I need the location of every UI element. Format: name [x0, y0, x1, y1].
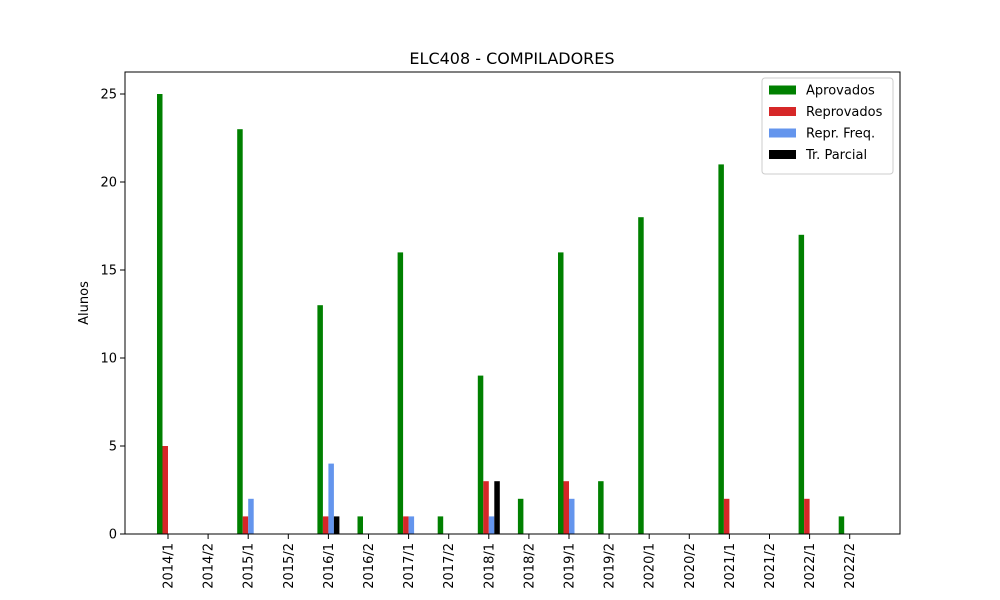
- axes-layer: 0 5 10 15 20 25 2014/1 2014/2 2015/1 2015/2 2016/1…: [100, 71, 901, 589]
- bar-reprovados-2018-1: [483, 481, 489, 534]
- bar-repr-freq--2017-1: [408, 516, 415, 534]
- y-tick-label: 0: [109, 528, 117, 543]
- bar-aprovados-2015-1: [237, 129, 243, 534]
- bar-aprovados-2016-1: [317, 305, 323, 534]
- y-tick-label: 15: [100, 264, 117, 279]
- bar-aprovados-2022-1: [798, 234, 805, 535]
- x-tick-label: 2014/2: [202, 543, 217, 589]
- legend-label-repr-freq-: Repr. Freq.: [806, 127, 875, 142]
- legend: Aprovados Reprovados Repr. Freq. Tr. Parcia…: [761, 77, 894, 175]
- legend-label-tr-parcial: Tr. Parcial: [805, 148, 867, 163]
- x-tick-label: 2022/1: [803, 543, 818, 589]
- bar-reprovados-2015-1: [242, 516, 249, 534]
- legend-swatch-repr-freq-: [769, 128, 796, 138]
- bar-repr-freq--2018-1: [488, 516, 495, 534]
- bar-aprovados-2020-1: [638, 217, 644, 534]
- chart-title: ELC408 - COMPILADORES: [409, 49, 614, 68]
- bar-aprovados-2014-1: [157, 94, 163, 534]
- bar-repr-freq--2019-1: [569, 498, 575, 534]
- bar-tr-parcial-2018-1: [494, 481, 500, 534]
- bar-reprovados-2014-1: [162, 446, 168, 534]
- y-tick-label: 10: [100, 352, 117, 367]
- x-tick-label: 2022/2: [843, 543, 858, 589]
- x-tick-label: 2016/2: [362, 543, 377, 589]
- bar-repr-freq--2016-1: [328, 463, 334, 534]
- bar-aprovados-2022-2: [838, 516, 845, 534]
- x-tick-label: 2020/1: [643, 543, 658, 589]
- bar-aprovados-2018-1: [477, 375, 484, 534]
- y-tick-label: 20: [100, 176, 117, 191]
- legend-swatch-reprovados: [769, 107, 796, 116]
- bar-aprovados-2021-1: [718, 164, 724, 534]
- legend-swatch-aprovados: [769, 85, 796, 95]
- legend-swatch-tr-parcial: [769, 150, 796, 159]
- legend-label-reprovados: Reprovados: [806, 105, 883, 120]
- x-tick-label: 2014/1: [162, 543, 177, 589]
- y-axis-label: Alunos: [77, 281, 92, 325]
- bar-reprovados-2022-1: [804, 498, 810, 534]
- bar-reprovados-2021-1: [723, 498, 730, 534]
- bar-aprovados-2018-2: [517, 498, 524, 534]
- bar-repr-freq--2015-1: [248, 498, 254, 534]
- x-tick-label: 2018/1: [482, 543, 497, 589]
- bar-aprovados-2019-1: [558, 252, 564, 534]
- x-tick-label: 2019/2: [603, 543, 618, 589]
- bar-aprovados-2017-2: [437, 516, 444, 534]
- plot-frame: [124, 71, 901, 535]
- x-tick-label: 2017/2: [442, 543, 457, 589]
- bar-tr-parcial-2016-1: [333, 516, 340, 534]
- x-tick-label: 2020/2: [683, 543, 698, 589]
- x-tick-label: 2019/1: [563, 543, 578, 589]
- bar-aprovados-2016-2: [357, 516, 363, 534]
- y-tick-label: 25: [100, 88, 117, 103]
- x-tick-label: 2021/2: [763, 543, 778, 589]
- bar-aprovados-2017-1: [397, 252, 404, 534]
- x-tick-label: 2016/1: [322, 543, 337, 589]
- y-tick-label: 5: [109, 440, 117, 455]
- x-tick-label: 2018/2: [522, 543, 537, 589]
- x-tick-label: 2021/1: [723, 543, 738, 589]
- bar-reprovados-2019-1: [563, 481, 569, 534]
- bars-layer: [157, 94, 845, 535]
- legend-label-aprovados: Aprovados: [806, 84, 875, 99]
- bar-reprovados-2017-1: [403, 516, 409, 534]
- x-tick-label: 2015/2: [282, 543, 297, 589]
- x-tick-label: 2015/1: [242, 543, 257, 589]
- bar-reprovados-2016-1: [322, 516, 329, 534]
- x-tick-label: 2017/1: [402, 543, 417, 589]
- bar-aprovados-2019-2: [598, 481, 604, 534]
